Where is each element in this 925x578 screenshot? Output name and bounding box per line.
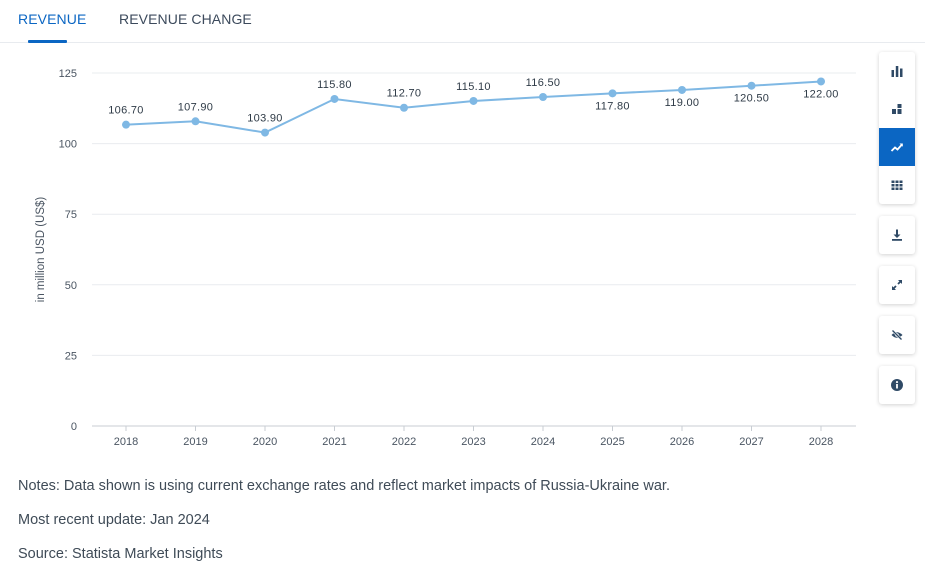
hide-button[interactable] (879, 316, 915, 354)
tab-revenue-change[interactable]: REVENUE CHANGE (119, 11, 252, 27)
y-tick-label: 50 (65, 280, 77, 292)
data-label: 116.50 (526, 77, 561, 89)
data-point (817, 77, 825, 86)
x-tick-label: 2028 (809, 436, 833, 448)
data-point (261, 128, 269, 137)
data-point (678, 85, 686, 94)
x-tick-label: 2018 (114, 436, 138, 448)
source-text: Source: Statista Market Insights (18, 546, 223, 562)
x-tick-label: 2026 (670, 436, 694, 448)
info-group (879, 366, 915, 404)
download-group (879, 216, 915, 254)
data-point (539, 93, 547, 102)
data-point (608, 89, 617, 98)
download-button[interactable] (879, 216, 915, 254)
tab-bar: REVENUE REVENUE CHANGE (0, 0, 925, 43)
chart-type-group (879, 52, 915, 204)
y-tick-label: 0 (71, 421, 77, 433)
fullscreen-button[interactable] (879, 266, 915, 304)
data-label: 119.00 (665, 97, 700, 109)
notes-text: Notes: Data shown is using current excha… (18, 478, 670, 494)
chart-notes: Notes: Data shown is using current excha… (18, 476, 670, 578)
data-point (191, 117, 200, 126)
y-tick-label: 125 (59, 68, 77, 80)
x-tick-label: 2027 (739, 436, 763, 448)
x-tick-label: 2019 (183, 436, 207, 448)
line-chart-icon (890, 143, 903, 152)
bar-chart-icon (891, 66, 903, 77)
stacked-bar-icon (892, 104, 902, 114)
bar-chart-button[interactable] (879, 52, 915, 90)
table-view-button[interactable] (879, 166, 915, 204)
x-tick-label: 2021 (322, 436, 346, 448)
hide-icon (891, 329, 903, 341)
fullscreen-icon (892, 280, 902, 290)
line-chart-button[interactable] (879, 128, 915, 166)
y-axis-title: in million USD (US$) (35, 197, 47, 303)
x-tick-label: 2023 (461, 436, 485, 448)
data-label: 115.10 (456, 81, 491, 93)
data-label: 107.90 (178, 101, 213, 113)
tab-revenue[interactable]: REVENUE (18, 11, 87, 27)
active-tab-indicator (28, 40, 67, 43)
fullscreen-group (879, 266, 915, 304)
y-tick-label: 75 (65, 209, 77, 221)
info-button[interactable] (879, 366, 915, 404)
data-label: 112.70 (387, 88, 422, 100)
info-icon (891, 379, 903, 391)
data-label: 120.50 (734, 93, 769, 105)
data-label: 122.00 (803, 88, 838, 100)
table-icon (891, 180, 903, 190)
revenue-line-chart: 0 25 50 75 100 125 in million USD (US$) 2018 201… (35, 68, 856, 448)
y-tick-label: 25 (65, 350, 77, 362)
y-tick-label: 100 (59, 139, 77, 151)
data-label: 106.70 (108, 105, 143, 117)
stacked-bar-button[interactable] (879, 90, 915, 128)
data-label: 115.80 (317, 79, 352, 91)
update-text: Most recent update: Jan 2024 (18, 512, 210, 528)
data-label: 117.80 (595, 100, 630, 112)
data-point (122, 120, 130, 129)
x-tick-label: 2020 (253, 436, 277, 448)
data-point (330, 94, 339, 103)
data-label: 103.90 (247, 113, 282, 125)
data-point (469, 96, 478, 105)
data-point (400, 103, 408, 112)
download-icon (892, 229, 902, 241)
chart-toolbar (879, 52, 915, 416)
hide-group (879, 316, 915, 354)
x-tick-label: 2025 (600, 436, 624, 448)
x-tick-label: 2024 (531, 436, 555, 448)
data-point (747, 81, 756, 90)
x-tick-label: 2022 (392, 436, 416, 448)
